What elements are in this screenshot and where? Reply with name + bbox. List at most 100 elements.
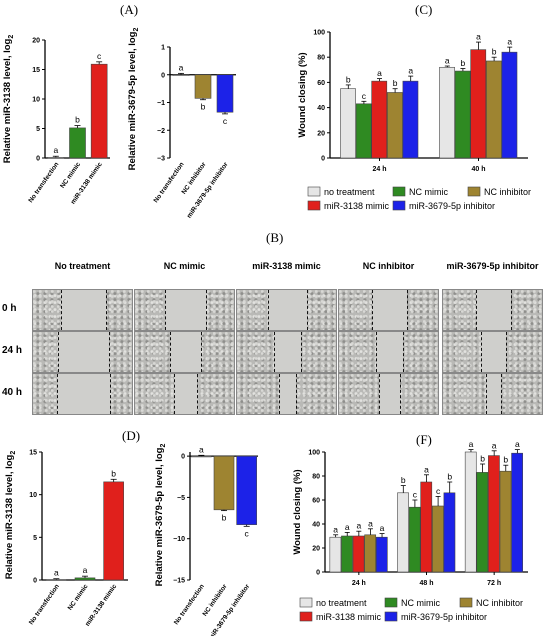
chart-f-sig-letter: c xyxy=(413,490,418,500)
chart-d2: −15 −10 −5 0 Relative miR-3679-5p level, log… xyxy=(154,444,258,636)
micrograph-image xyxy=(32,331,133,373)
wound-edge-line xyxy=(376,332,378,372)
chart-d2-bar xyxy=(191,455,212,458)
chart-d2-bar xyxy=(213,455,235,511)
wound-gap xyxy=(476,290,511,330)
chart-c-x-tick-label: 24 h xyxy=(372,166,386,173)
chart-f-y-tick-label: 20 xyxy=(312,546,320,553)
legend-f-swatch xyxy=(299,597,313,608)
chart-f-x-tick-label: 72 h xyxy=(487,580,501,587)
chart-c-sig-letter: a xyxy=(408,66,413,76)
legend-c-label: miR-3679-5p inhibitor xyxy=(409,201,495,211)
wound-edge-line xyxy=(500,374,502,414)
micrograph-column-title: NC mimic xyxy=(163,261,206,271)
legend-c-swatch xyxy=(467,186,481,197)
micrograph-column-title: NC inhibitor xyxy=(362,261,415,271)
chart-d2-sig-letter: c xyxy=(245,528,250,538)
wound-edge-line xyxy=(406,290,408,330)
chart-c-bar xyxy=(439,66,455,159)
legend-c-swatch xyxy=(392,186,406,197)
micrograph-image xyxy=(32,289,133,331)
chart-a1: 0 5 10 15 20 Relative miR-3138 level, log2 a No… xyxy=(2,35,110,206)
chart-a1-bar xyxy=(69,127,86,159)
legend-f-label: no treatment xyxy=(316,598,367,608)
chart-f-y-tick-label: 80 xyxy=(312,474,320,481)
chart-c-bar xyxy=(454,70,471,159)
legend-c: no treatment NC mimic NC inhibitor miR-3138… xyxy=(307,186,531,211)
wound-edge-line xyxy=(196,374,198,414)
micrograph-row-title: 0 h xyxy=(2,303,17,314)
legend-f-label: miR-3138 mimic xyxy=(316,612,382,622)
chart-a2-y-label: Relative miR-3679-5p level, log2 xyxy=(127,28,140,171)
chart-a2-bar xyxy=(194,74,212,99)
chart-d1-sig-letter: a xyxy=(54,568,59,578)
legend-f-swatch xyxy=(384,597,398,608)
legend-c-label: NC mimic xyxy=(409,187,448,197)
chart-c-bar xyxy=(355,103,372,159)
chart-a1-y-tick-label: 10 xyxy=(32,97,40,104)
wound-edge-line xyxy=(60,290,62,330)
chart-c-sig-letter: b xyxy=(393,78,398,88)
wound-gap xyxy=(481,332,506,372)
chart-a1-bar xyxy=(90,63,108,159)
chart-f-bar xyxy=(464,451,477,573)
wound-edge-line xyxy=(200,332,202,372)
chart-f-bar xyxy=(329,536,342,573)
chart-c-x-tick-label: 40 h xyxy=(471,166,485,173)
panel-label-a: (A) xyxy=(120,2,139,17)
chart-a2-y-tick-label: −3 xyxy=(157,156,165,163)
chart-a2-sig-letter: a xyxy=(179,62,184,72)
wound-edge-line xyxy=(57,374,59,414)
chart-d2-x-tick-label: No transfection xyxy=(173,583,206,626)
chart-f-bar xyxy=(352,535,365,573)
chart-f-bar xyxy=(420,481,433,573)
micrograph-column-title: miR-3138 mimic xyxy=(252,261,321,271)
chart-c-y-tick-label: 60 xyxy=(317,80,325,87)
wound-gap xyxy=(57,374,110,414)
legend-c-swatch xyxy=(392,200,406,211)
chart-a1-bar xyxy=(47,157,65,159)
chart-d1-bar xyxy=(46,579,67,581)
chart-c-sig-letter: a xyxy=(476,32,481,42)
chart-d1-y-tick-label: 5 xyxy=(33,535,37,542)
chart-d2-y-tick-label: −10 xyxy=(173,536,185,543)
chart-d1-sig-letter: b xyxy=(111,468,116,478)
chart-d1-y-tick-label: 10 xyxy=(29,492,37,499)
chart-a2-x-tick-label: miR-3679-5p inhibitor xyxy=(186,161,230,220)
chart-a1-y-label: Relative miR-3138 level, log2 xyxy=(2,35,15,164)
micrograph-image xyxy=(134,373,235,415)
chart-a2-bar xyxy=(172,74,190,76)
chart-c-y-tick-label: 40 xyxy=(317,105,325,112)
chart-f-sig-letter: a xyxy=(333,524,338,534)
wound-edge-line xyxy=(510,290,512,330)
wound-edge-line xyxy=(372,290,374,330)
chart-c-bar xyxy=(470,49,487,159)
chart-c-y-tick-label: 20 xyxy=(317,130,325,137)
chart-f-sig-letter: a xyxy=(469,439,474,449)
wound-edge-line xyxy=(268,290,270,330)
chart-a2-y-tick-label: −2 xyxy=(157,128,165,135)
wound-gap xyxy=(379,374,400,414)
chart-f-bar xyxy=(499,470,512,573)
chart-f-bar xyxy=(397,492,409,573)
panel-label-f: (F) xyxy=(416,432,432,447)
micrograph-image xyxy=(338,373,439,415)
legend-f-label: NC inhibitor xyxy=(476,598,523,608)
chart-d1-y-tick-label: 15 xyxy=(29,450,37,457)
wound-edge-line xyxy=(106,290,108,330)
legend-f-label: miR-3679-5p inhibitor xyxy=(401,612,487,622)
chart-c-bar xyxy=(386,92,403,159)
wound-gap xyxy=(60,290,107,330)
chart-a1-x-tick-label: NC mimic xyxy=(59,161,82,190)
micrograph-image xyxy=(236,331,337,373)
micrograph-grid: No treatment NC mimic miR-3138 mimic NC inh… xyxy=(0,259,550,419)
chart-f-sig-letter: b xyxy=(401,475,406,485)
wound-edge-line xyxy=(58,332,60,372)
chart-f-y-tick-label: 60 xyxy=(312,498,320,505)
wound-edge-line xyxy=(109,374,111,414)
chart-a1-sig-letter: a xyxy=(53,145,58,155)
chart-a1-y-tick-label: 15 xyxy=(32,67,40,74)
micrograph-image xyxy=(134,289,235,331)
micrograph-image xyxy=(442,373,543,415)
